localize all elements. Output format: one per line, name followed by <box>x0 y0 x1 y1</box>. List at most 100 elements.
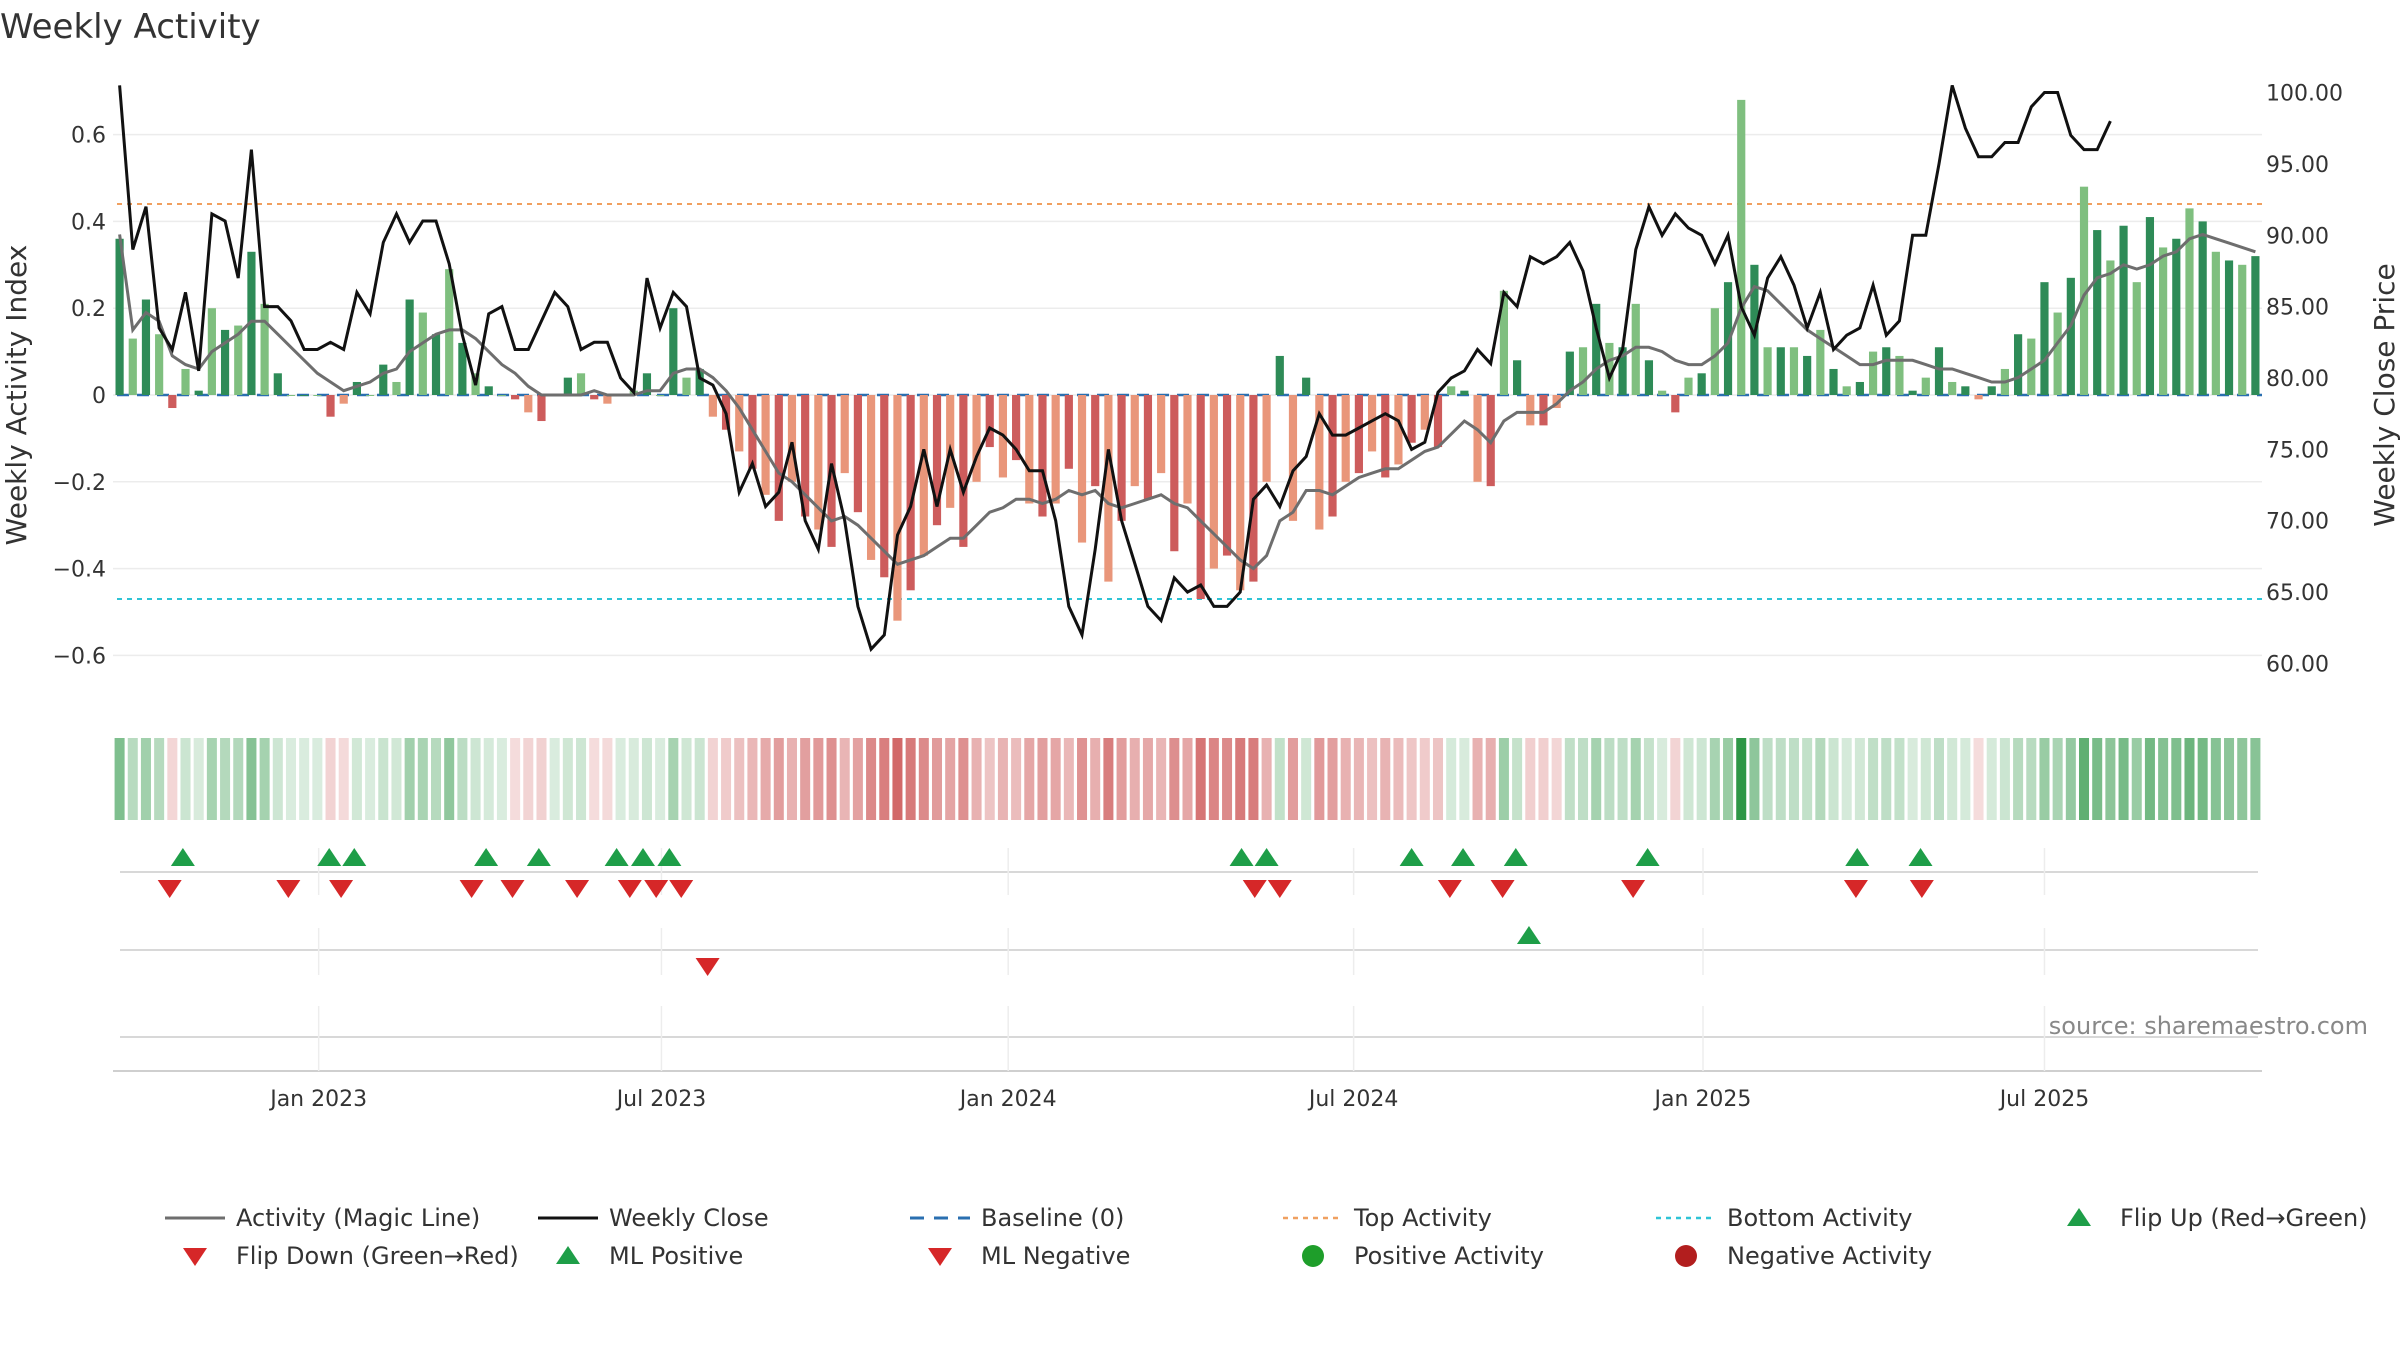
legend-item: Top Activity <box>1283 1204 1492 1232</box>
heat-cell <box>800 738 811 820</box>
heat-cell <box>1894 738 1905 820</box>
heat-cell <box>312 738 323 820</box>
legend-item: Flip Up (Red→Green) <box>2067 1204 2368 1232</box>
activity-bar <box>168 395 177 409</box>
heat-cell <box>1578 738 1589 820</box>
activity-bar <box>326 395 335 417</box>
activity-bar <box>1526 395 1535 426</box>
activity-bar <box>2119 225 2128 395</box>
heat-cell <box>1037 738 1048 820</box>
heat-cell <box>2224 738 2235 820</box>
activity-bar <box>379 364 388 395</box>
activity-bar <box>682 377 691 395</box>
legend-label: Weekly Close <box>609 1204 769 1232</box>
heat-cell <box>1749 738 1760 820</box>
activity-bar <box>1157 395 1166 474</box>
heat-cell <box>721 738 732 820</box>
heat-cell <box>206 738 217 820</box>
activity-bar <box>1091 395 1100 487</box>
activity-bar <box>1012 395 1021 461</box>
weekly-close-series <box>118 84 2112 653</box>
activity-bar <box>2027 338 2036 395</box>
activity-bar <box>972 395 981 482</box>
heat-cell <box>470 738 481 820</box>
heat-cell <box>246 738 257 820</box>
activity-bar <box>2238 264 2247 395</box>
activity-bar <box>339 395 348 404</box>
heat-cell <box>1670 738 1681 820</box>
heat-cell <box>430 738 442 820</box>
activity-bar <box>194 390 203 395</box>
legend-item: Bottom Activity <box>1656 1204 1912 1232</box>
heat-cell <box>576 738 587 820</box>
activity-bar <box>181 368 190 395</box>
signal-panels <box>113 848 2262 1072</box>
heat-cell <box>826 738 837 820</box>
heat-cell <box>1261 738 1272 820</box>
heat-cell <box>154 738 165 820</box>
heat-cell <box>1551 738 1562 820</box>
activity-bar <box>2132 282 2141 395</box>
activity-bar <box>1249 395 1258 582</box>
legend-label: Flip Down (Green→Red) <box>236 1242 519 1270</box>
flip-up-marker <box>317 848 342 866</box>
activity-bar <box>590 395 599 400</box>
heat-cell <box>628 738 639 820</box>
heat-cell <box>2237 738 2248 820</box>
heat-cell <box>1591 738 1602 820</box>
activity-bar <box>511 395 520 400</box>
activity-bar <box>484 386 493 395</box>
activity-bar <box>286 395 296 396</box>
right-tick-label: 85.00 <box>2266 296 2329 321</box>
activity-bar <box>1183 395 1192 504</box>
heat-cell <box>971 738 982 820</box>
heat-cell <box>1828 738 1839 820</box>
heat-cell <box>285 738 296 820</box>
activity-bar <box>313 395 322 396</box>
activity-bar <box>1882 347 1891 395</box>
heat-cell <box>1011 738 1022 820</box>
activity-bar <box>115 238 124 395</box>
heat-cell <box>852 738 863 820</box>
activity-bar <box>866 395 876 560</box>
heat-cell <box>2144 738 2155 820</box>
activity-bar <box>445 269 454 395</box>
legend-label: Flip Up (Red→Green) <box>2120 1204 2368 1232</box>
heat-cell <box>866 738 877 820</box>
legend-item: ML Negative <box>928 1242 1130 1270</box>
activity-bar <box>2093 230 2102 395</box>
heat-cell <box>1090 738 1101 820</box>
flip-up-marker <box>657 848 682 866</box>
activity-bar <box>642 373 652 395</box>
heat-cell <box>1657 738 1668 820</box>
x-tick-label: Jan 2023 <box>268 1087 367 1112</box>
activity-bar <box>576 373 586 395</box>
activity-bar <box>1460 390 1469 395</box>
heat-cell <box>905 738 916 820</box>
legend-swatch <box>2067 1208 2091 1226</box>
heat-cell <box>1024 738 1035 820</box>
right-axis-label: Weekly Close Price <box>2368 263 2400 526</box>
flip-down-marker <box>1437 880 1462 898</box>
activity-bar <box>801 395 810 517</box>
heat-cell <box>536 738 547 820</box>
activity-bar <box>1776 347 1785 395</box>
activity-bar <box>352 381 361 395</box>
activity-bar <box>300 395 309 396</box>
activity-bar <box>2145 217 2155 395</box>
activity-bar <box>1433 395 1443 448</box>
flip-down-marker <box>276 880 301 898</box>
activity-bar <box>932 395 942 526</box>
heat-cell <box>958 738 969 820</box>
activity-bar <box>1671 395 1680 413</box>
heat-cell <box>1432 738 1444 820</box>
activity-bar <box>1236 395 1245 591</box>
activity-bar <box>1328 395 1337 517</box>
heat-cell <box>2158 738 2169 820</box>
magic-line-series <box>118 232 2256 571</box>
heat-cell <box>549 738 560 820</box>
heat-cell <box>510 738 521 820</box>
heat-cell <box>1459 738 1470 820</box>
heat-cell <box>1736 738 1747 820</box>
flip-down-marker <box>329 880 354 898</box>
